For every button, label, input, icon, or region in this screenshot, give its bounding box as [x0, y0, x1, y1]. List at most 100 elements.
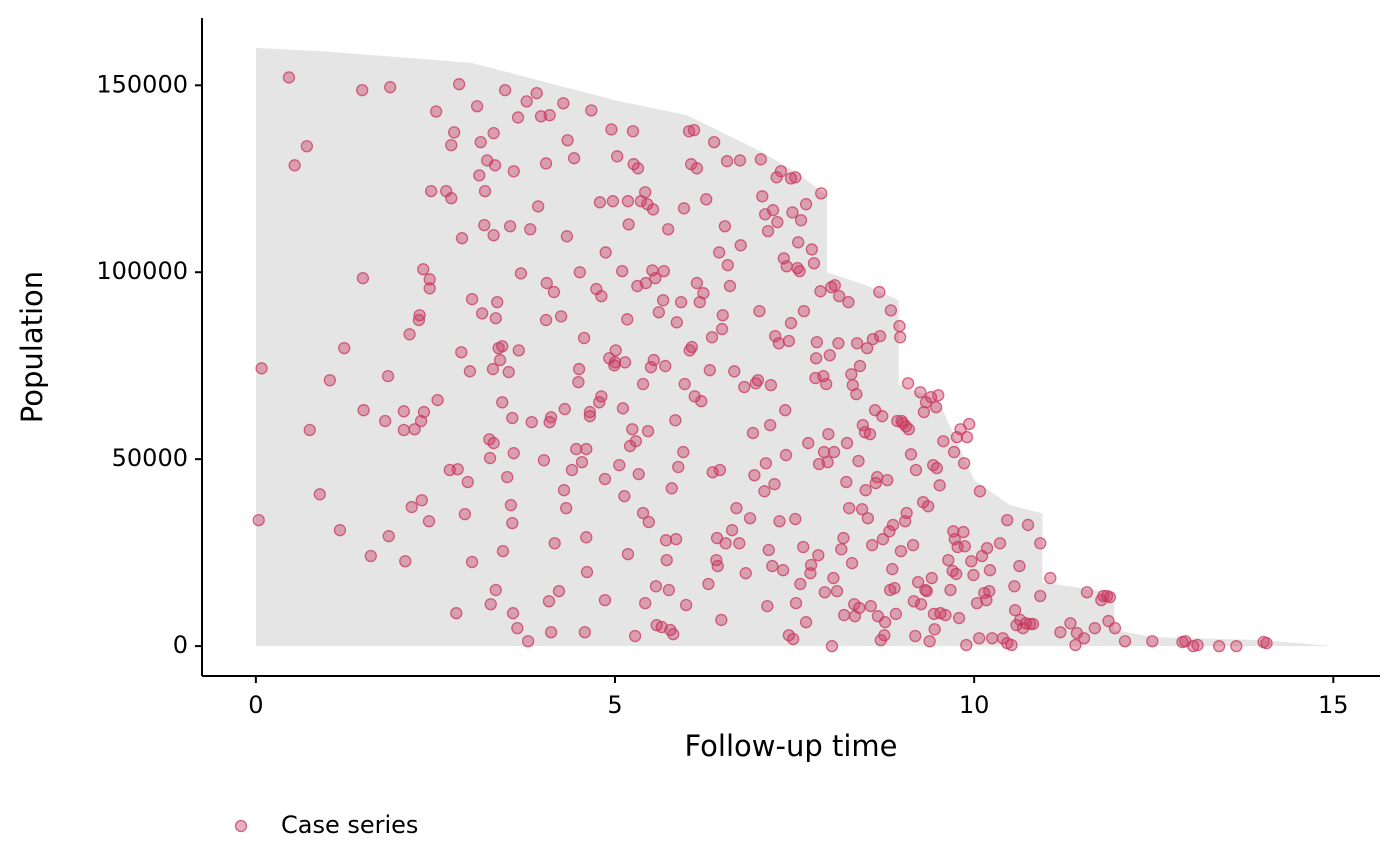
point: [1260, 636, 1273, 650]
point: [631, 162, 645, 175]
point: [690, 162, 704, 175]
point: [832, 290, 846, 303]
point: [646, 203, 660, 216]
point: [642, 515, 655, 529]
point: [530, 86, 543, 100]
point: [929, 401, 943, 414]
point: [489, 312, 502, 325]
point: [356, 84, 369, 97]
point: [659, 359, 672, 373]
point: [1044, 571, 1057, 585]
point: [417, 263, 430, 276]
point: [660, 553, 673, 567]
point: [893, 319, 906, 333]
point: [766, 559, 779, 573]
point: [606, 195, 620, 208]
point: [883, 525, 896, 538]
point: [758, 485, 771, 498]
point: [1080, 586, 1094, 599]
point: [542, 595, 556, 608]
point: [1103, 590, 1117, 604]
point: [639, 276, 653, 290]
point: [557, 484, 571, 497]
legend-marker: [234, 819, 248, 833]
point: [725, 524, 739, 537]
point: [939, 608, 952, 622]
point: [609, 344, 622, 357]
point: [580, 565, 594, 579]
point: [1118, 635, 1132, 648]
point: [952, 611, 966, 625]
point: [628, 629, 642, 643]
point: [595, 390, 608, 403]
point: [539, 313, 553, 327]
point: [871, 470, 884, 484]
point: [822, 427, 835, 441]
legend-label: Case series: [281, 811, 418, 839]
point: [572, 362, 586, 376]
point: [611, 150, 624, 163]
point: [706, 466, 719, 479]
point: [907, 595, 920, 608]
point: [399, 555, 412, 568]
point: [809, 352, 823, 365]
point: [695, 395, 708, 408]
point: [629, 435, 642, 448]
point: [985, 632, 999, 645]
point: [659, 534, 673, 547]
point: [649, 580, 663, 593]
point: [303, 423, 316, 437]
point: [450, 607, 463, 620]
point: [465, 292, 479, 306]
y-tick-label: 0: [173, 631, 188, 659]
point: [423, 273, 436, 286]
point: [1230, 639, 1243, 653]
point: [647, 353, 660, 367]
point: [1013, 559, 1026, 573]
point: [621, 547, 635, 561]
point: [821, 455, 834, 469]
point: [707, 135, 721, 149]
point: [1005, 638, 1018, 652]
point: [288, 159, 301, 172]
point: [901, 377, 915, 390]
point: [382, 530, 395, 543]
point: [333, 524, 347, 537]
point: [937, 435, 950, 448]
point: [817, 445, 831, 459]
point: [447, 126, 461, 139]
point: [649, 272, 662, 285]
point: [733, 154, 747, 167]
point: [876, 533, 890, 546]
point: [700, 193, 713, 206]
point: [478, 218, 491, 232]
point: [754, 153, 767, 166]
point: [580, 442, 593, 456]
point: [636, 377, 650, 391]
point: [973, 632, 986, 645]
point: [506, 516, 519, 530]
point: [718, 220, 732, 233]
point: [525, 415, 538, 429]
point: [381, 370, 395, 383]
point: [557, 97, 570, 110]
point: [524, 223, 537, 236]
point: [507, 447, 520, 460]
point: [300, 140, 314, 153]
point: [933, 479, 946, 492]
point: [632, 467, 645, 481]
point: [613, 458, 626, 472]
point: [835, 543, 848, 556]
point: [815, 187, 828, 200]
point: [540, 276, 553, 290]
point: [886, 518, 900, 532]
point: [958, 540, 971, 553]
point: [802, 436, 815, 450]
point: [756, 190, 769, 203]
point: [960, 638, 973, 652]
point: [1021, 518, 1035, 532]
point: [856, 418, 869, 432]
point: [820, 377, 833, 391]
point: [983, 584, 996, 598]
point: [825, 639, 839, 653]
